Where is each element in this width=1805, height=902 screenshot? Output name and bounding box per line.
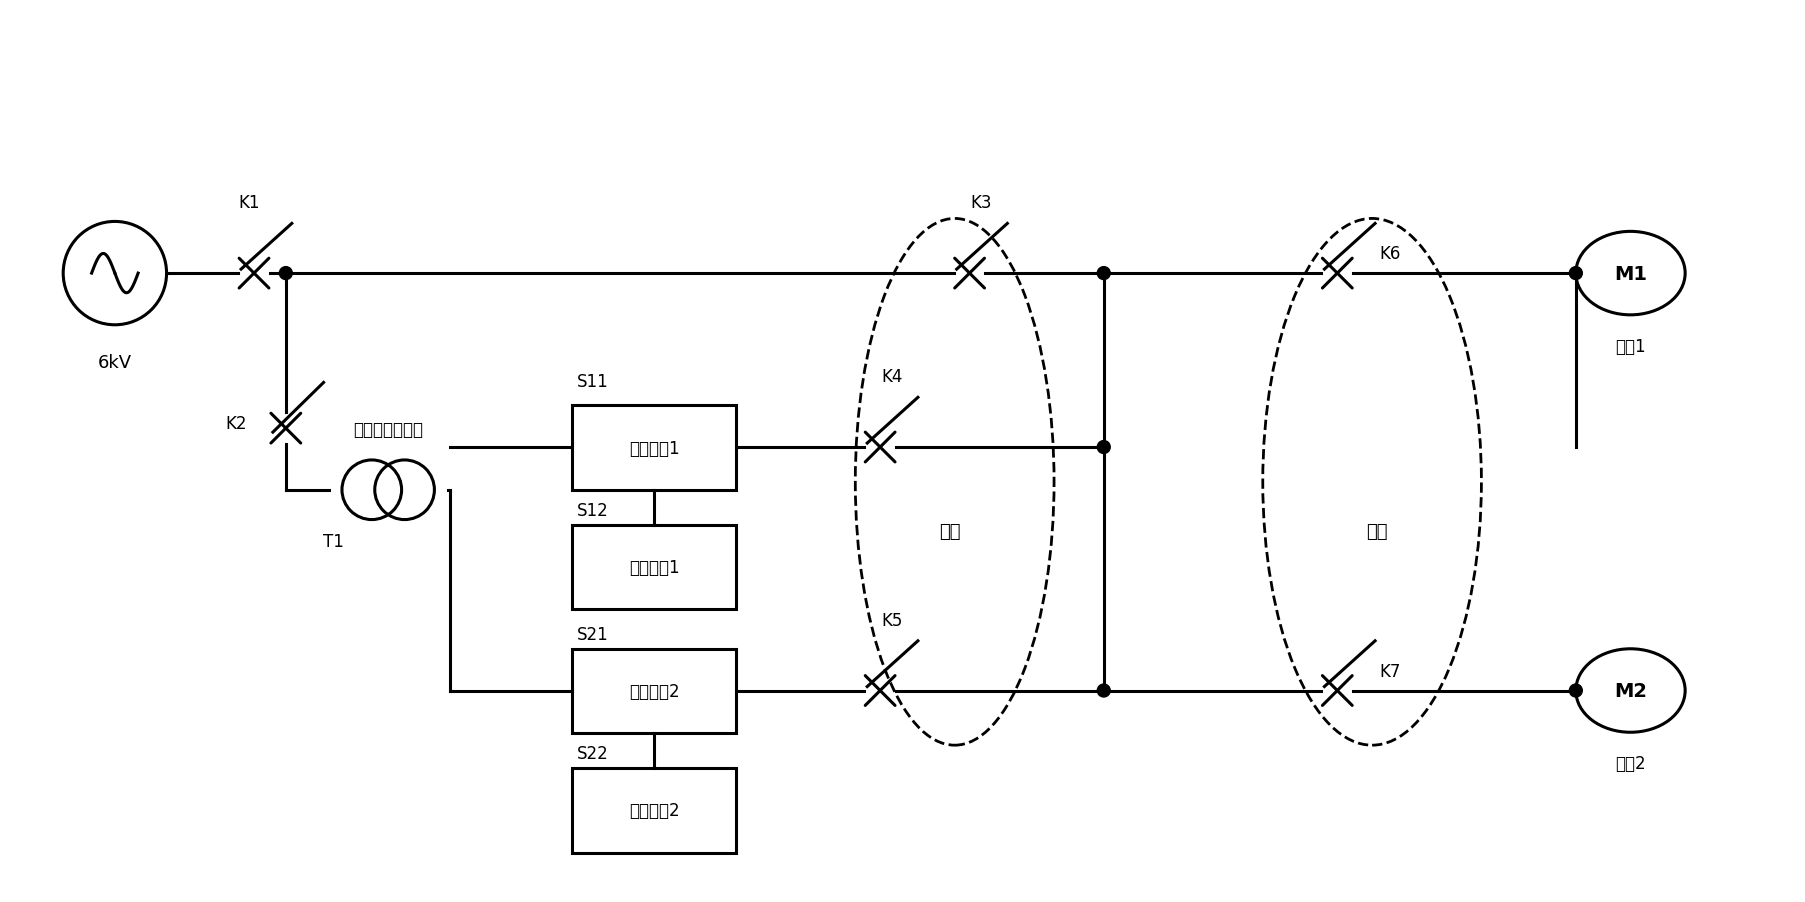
Text: K1: K1 bbox=[238, 194, 260, 212]
Bar bbox=[572, 769, 736, 852]
Text: S22: S22 bbox=[578, 744, 608, 762]
Text: K3: K3 bbox=[971, 194, 991, 212]
Circle shape bbox=[1097, 685, 1110, 697]
Text: T1: T1 bbox=[323, 533, 343, 551]
Text: 电机2: 电机2 bbox=[1614, 754, 1644, 772]
Text: 功率单元1: 功率单元1 bbox=[628, 439, 679, 457]
Text: K4: K4 bbox=[881, 368, 902, 386]
Circle shape bbox=[1097, 441, 1110, 454]
Text: M2: M2 bbox=[1614, 681, 1646, 700]
Bar bbox=[572, 406, 736, 490]
Text: 电机1: 电机1 bbox=[1614, 337, 1644, 355]
Text: K2: K2 bbox=[226, 415, 247, 433]
Text: S21: S21 bbox=[578, 625, 608, 643]
Bar bbox=[572, 649, 736, 733]
Circle shape bbox=[1097, 267, 1110, 281]
Circle shape bbox=[1569, 267, 1581, 281]
Circle shape bbox=[280, 267, 292, 281]
Text: 6kV: 6kV bbox=[97, 354, 132, 372]
Text: 闭锁: 闭锁 bbox=[939, 523, 960, 541]
Circle shape bbox=[1569, 685, 1581, 697]
Text: 控制单元1: 控制单元1 bbox=[628, 558, 679, 576]
Text: K6: K6 bbox=[1379, 245, 1399, 262]
Text: M1: M1 bbox=[1614, 264, 1646, 283]
Text: K7: K7 bbox=[1379, 662, 1399, 680]
Bar bbox=[572, 525, 736, 610]
Text: K5: K5 bbox=[881, 612, 902, 630]
Text: 闭锁: 闭锁 bbox=[1366, 523, 1386, 541]
Text: 控制单元2: 控制单元2 bbox=[628, 801, 679, 819]
Text: S11: S11 bbox=[578, 373, 608, 391]
Text: 移相整流变压器: 移相整流变压器 bbox=[354, 420, 422, 438]
Text: S12: S12 bbox=[578, 501, 608, 519]
Text: 功率单元2: 功率单元2 bbox=[628, 682, 679, 700]
